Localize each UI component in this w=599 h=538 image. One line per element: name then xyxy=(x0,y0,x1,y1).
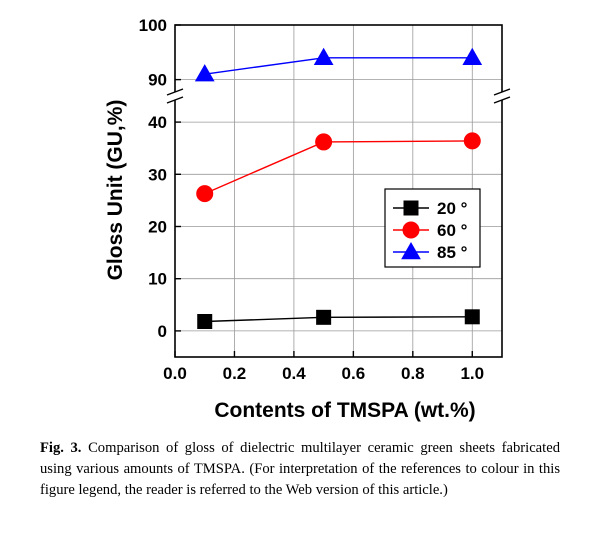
series-line xyxy=(204,57,473,75)
triangle-marker xyxy=(462,47,483,66)
y-tick-label: 40 xyxy=(148,113,167,132)
series-1 xyxy=(196,132,481,203)
x-tick-label: 1.0 xyxy=(460,364,484,383)
square-marker xyxy=(316,309,332,325)
circle-marker xyxy=(402,221,420,239)
circle-marker xyxy=(196,185,214,203)
triangle-marker xyxy=(313,47,334,66)
caption-text: Comparison of gloss of dielectric multil… xyxy=(40,440,560,498)
caption-label: Fig. 3. xyxy=(40,440,82,456)
x-tick-label: 0.2 xyxy=(223,364,247,383)
axis-break-gap xyxy=(493,92,511,100)
y-tick-label: 10 xyxy=(148,270,167,289)
y-tick-label: 0 xyxy=(158,322,167,341)
x-tick-label: 0.8 xyxy=(401,364,425,383)
triangle-marker xyxy=(194,64,215,82)
x-tick-label: 0.6 xyxy=(342,364,366,383)
x-tick-label: 0.0 xyxy=(163,364,187,383)
series-2 xyxy=(194,47,483,82)
y-tick-label: 100 xyxy=(139,16,167,35)
axis-break-mark xyxy=(166,88,184,96)
legend-label: 85 ° xyxy=(437,243,468,262)
axis-break-mark xyxy=(493,96,511,104)
series-layer xyxy=(194,47,483,330)
series-line xyxy=(204,140,473,195)
triangle-marker xyxy=(401,241,421,260)
axis-break-gap xyxy=(166,92,184,100)
x-axis-title: Contents of TMSPA (wt.%) xyxy=(214,399,475,422)
square-marker xyxy=(464,309,480,325)
axis-break-mark xyxy=(166,96,184,104)
gloss-chart: 0.0 0.2 0.4 0.6 0.8 1.0 0 10 20 30 40 90 100 20 ° 60 … xyxy=(104,16,511,422)
y-tick-label: 20 xyxy=(148,218,167,237)
legend-box xyxy=(384,188,481,268)
square-marker xyxy=(403,200,419,216)
axis-break-mark xyxy=(493,88,511,96)
series-line xyxy=(204,316,473,323)
circle-marker xyxy=(315,133,333,151)
legend-label: 20 ° xyxy=(437,199,468,218)
plot-frame xyxy=(174,24,503,358)
figure-caption: Fig. 3. Comparison of gloss of dielectri… xyxy=(40,438,560,501)
series-0 xyxy=(197,309,480,330)
legend-label: 60 ° xyxy=(437,221,468,240)
y-axis-title: Gloss Unit (GU,%) xyxy=(104,100,127,281)
legend: 20 ° 60 ° 85 ° xyxy=(384,188,481,268)
y-tick-label: 30 xyxy=(148,165,167,184)
square-marker xyxy=(197,314,213,330)
y-tick-label: 90 xyxy=(148,71,167,90)
x-tick-label: 0.4 xyxy=(282,364,306,383)
axes-layer: 0.0 0.2 0.4 0.6 0.8 1.0 0 10 20 30 40 90 100 xyxy=(139,16,511,383)
circle-marker xyxy=(463,132,481,150)
